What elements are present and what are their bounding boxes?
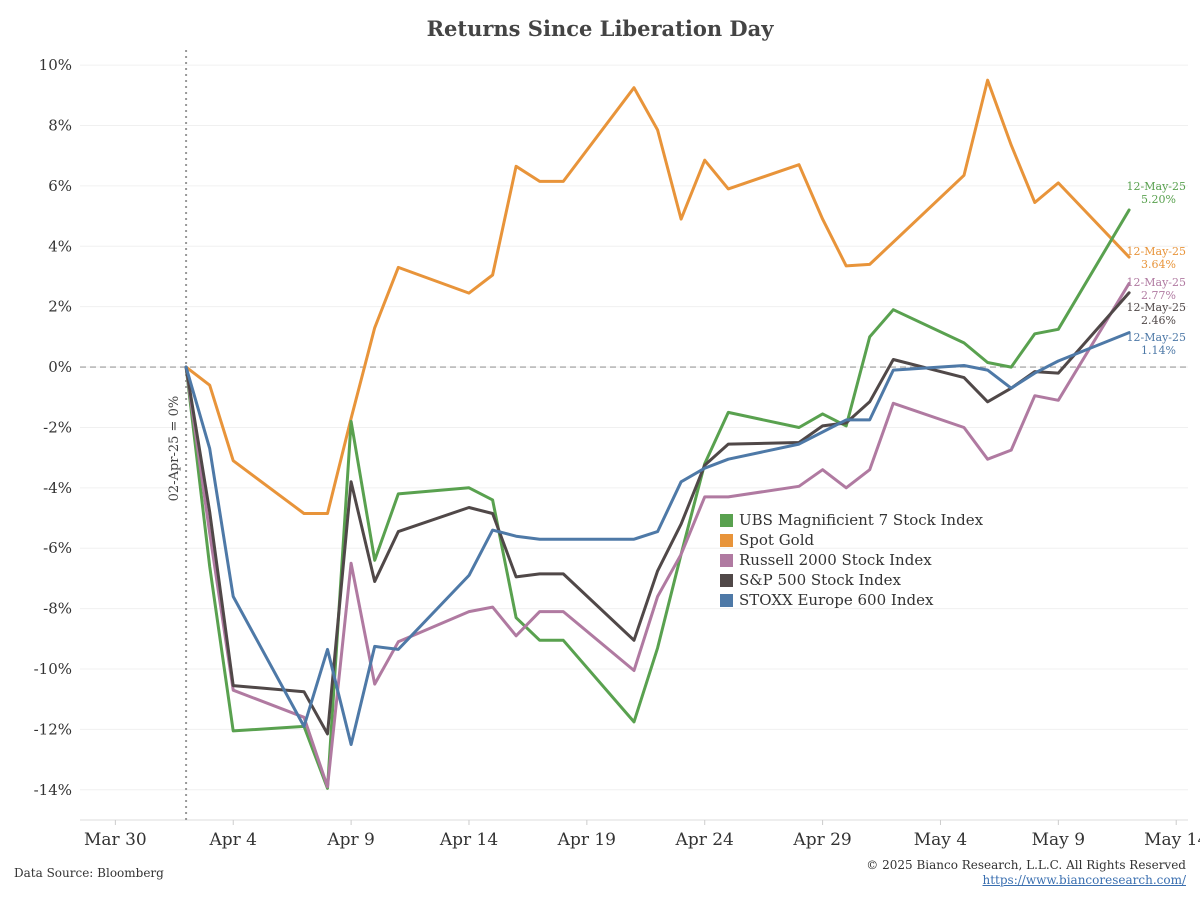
legend-swatch — [720, 553, 733, 567]
series-lines — [184, 78, 1131, 790]
end-label-date: 12-May-25 — [1127, 301, 1186, 314]
copyright: © 2025 Bianco Research, L.L.C. All Right… — [866, 858, 1186, 872]
reference-lines: 02-Apr-25 = 0% — [80, 50, 1188, 820]
reference-line-label: 02-Apr-25 = 0% — [167, 396, 182, 502]
legend-swatch — [720, 513, 733, 527]
legend-label: Spot Gold — [739, 531, 815, 549]
y-tick-label: 8% — [48, 116, 72, 134]
series-line — [184, 208, 1131, 790]
end-label-date: 12-May-25 — [1127, 276, 1186, 289]
y-tick-label: 2% — [48, 298, 72, 316]
data-source: Data Source: Bloomberg — [14, 866, 164, 880]
y-tick-label: -6% — [43, 539, 72, 557]
x-tick-label: Apr 14 — [439, 830, 498, 850]
x-tick-label: Apr 9 — [326, 830, 375, 850]
x-tick-label: May 4 — [914, 830, 967, 850]
legend-item[interactable]: Spot Gold — [720, 530, 983, 550]
x-tick-label: Apr 19 — [557, 830, 616, 850]
x-tick-label: May 14 — [1144, 830, 1200, 850]
end-label-value: 5.20% — [1141, 193, 1176, 206]
x-tick-label: Apr 4 — [208, 830, 257, 850]
end-label-value: 3.64% — [1141, 258, 1176, 271]
y-tick-label: -10% — [34, 660, 72, 678]
series-line — [184, 78, 1131, 515]
y-tick-label: -14% — [34, 781, 72, 799]
chart-title: Returns Since Liberation Day — [426, 16, 774, 41]
y-tick-label: -8% — [43, 600, 72, 618]
end-label-value: 2.46% — [1141, 314, 1176, 327]
axes: 10% 8% 6% 4% 2% 0% -2% -4% -6% -8% -10% -12% -14% Mar… — [34, 56, 1200, 850]
footer-credits: © 2025 Bianco Research, L.L.C. All Right… — [866, 858, 1186, 888]
legend-swatch — [720, 533, 733, 547]
legend-item[interactable]: Russell 2000 Stock Index — [720, 550, 983, 570]
legend: UBS Magnificient 7 Stock Index Spot Gold… — [720, 510, 983, 610]
x-tick-label: Apr 24 — [675, 830, 734, 850]
x-tick-label: Apr 29 — [792, 830, 851, 850]
legend-label: S&P 500 Stock Index — [739, 571, 902, 589]
legend-item[interactable]: STOXX Europe 600 Index — [720, 590, 983, 610]
legend-item[interactable]: UBS Magnificient 7 Stock Index — [720, 510, 983, 530]
y-tick-label: 10% — [39, 56, 72, 74]
website-link[interactable]: https://www.biancoresearch.com/ — [982, 873, 1186, 887]
legend-label: UBS Magnificient 7 Stock Index — [739, 511, 984, 529]
series-line — [184, 291, 1131, 736]
y-tick-label: -2% — [43, 418, 72, 436]
series-line — [184, 281, 1131, 789]
y-tick-label: 4% — [48, 237, 72, 255]
end-labels: 12-May-253.64%12-May-255.20%12-May-252.7… — [1127, 180, 1186, 357]
y-tick-label: 6% — [48, 177, 72, 195]
legend-swatch — [720, 573, 733, 587]
y-tick-label: -12% — [34, 720, 72, 738]
legend-item[interactable]: S&P 500 Stock Index — [720, 570, 983, 590]
end-label-date: 12-May-25 — [1127, 331, 1186, 344]
series-line — [184, 331, 1131, 746]
y-tick-label: 0% — [48, 358, 72, 376]
legend-swatch — [720, 593, 733, 607]
y-tick-label: -4% — [43, 479, 72, 497]
end-label-date: 12-May-25 — [1127, 180, 1186, 193]
x-tick-label: May 9 — [1032, 830, 1085, 850]
end-label-value: 2.77% — [1141, 289, 1176, 302]
legend-label: Russell 2000 Stock Index — [739, 551, 932, 569]
x-tick-label: Mar 30 — [84, 830, 147, 850]
end-label-value: 1.14% — [1141, 344, 1176, 357]
legend-label: STOXX Europe 600 Index — [739, 591, 934, 609]
end-label-date: 12-May-25 — [1127, 245, 1186, 258]
